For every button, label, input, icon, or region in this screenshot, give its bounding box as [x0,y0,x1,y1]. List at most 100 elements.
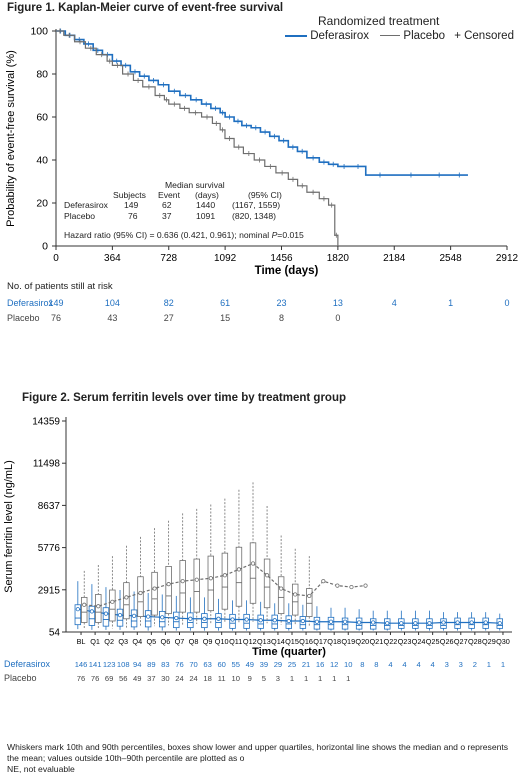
mean-marker-placebo [293,592,298,597]
f2-at-risk-deferasirox-value: 39 [259,660,269,669]
mean-marker-deferasirox [483,620,488,625]
f2-at-risk-deferasirox-value: 16 [315,660,325,669]
mean-marker-deferasirox [258,618,263,623]
km-y-tick-label: 100 [30,26,48,38]
f2-at-risk-placebo-value: 24 [175,674,184,683]
mean-marker-placebo [166,582,171,587]
f2-at-risk-placebo-value: 69 [104,674,114,683]
f2-at-risk-deferasirox-value: 83 [161,660,170,669]
f2-at-risk-deferasirox-value: 12 [329,660,339,669]
km-censor-mark-deferasirox [213,105,218,111]
mean-marker-placebo [138,590,143,596]
km-censor-mark-deferasirox [355,163,361,169]
km-censor-mark-placebo [88,45,94,51]
km-censor-mark-placebo [107,58,112,64]
stats-events-deferasirox: 62 [162,200,172,210]
km-censor-mark-placebo [164,97,169,103]
mean-marker-deferasirox [117,612,123,618]
event-header: Event [158,190,180,200]
km-censor-mark-placebo [77,39,83,45]
km-censor-mark-deferasirox [253,125,258,131]
f2-at-risk-placebo-value: 10 [231,674,240,683]
at-risk-deferasirox-value: 0 [504,298,510,308]
box-deferasirox [144,610,152,628]
km-x-tick-label: 1820 [327,253,350,264]
mean-marker-deferasirox [286,618,291,624]
mean-marker-deferasirox [455,620,460,625]
f2-at-risk-deferasirox-value: 4 [402,660,407,669]
f2-at-risk-placebo-value: 11 [217,674,226,683]
ferritin-y-tick-label: 2915 [38,585,61,596]
subjects-header: Subjects [113,190,146,200]
f2-at-risk-deferasirox-value: 4 [388,660,393,669]
ferritin-x-tick-label: Q4 [132,637,142,646]
km-censor-mark-deferasirox [114,58,119,64]
mean-marker-placebo [321,579,326,584]
box-placebo [249,542,257,604]
km-censor-mark-deferasirox [151,77,156,83]
km-x-tick-label: 2184 [383,253,406,264]
stats-events-placebo: 37 [162,211,172,221]
km-censor-mark-deferasirox [290,144,296,150]
mean-marker-deferasirox [441,620,446,625]
box-placebo [151,571,158,616]
ferritin-x-tick-label: Q28 [468,637,482,646]
km-censor-mark-placebo [334,232,339,238]
box-placebo [123,582,130,620]
km-censor-mark-placebo [236,144,241,150]
km-y-tick-label: 80 [36,69,48,81]
figure2-title: Figure 2. Serum ferritin levels over tim… [22,392,347,404]
box-placebo [291,583,299,616]
ferritin-x-tick-label: Q5 [146,637,156,646]
ferritin-x-axis-label: Time (quarter) [252,646,326,658]
km-censor-mark-deferasirox [321,159,327,165]
mean-marker-deferasirox [75,607,80,612]
mean-marker-deferasirox [469,620,474,625]
mean-marker-deferasirox [244,617,249,622]
f2-at-risk-placebo-value: 1 [289,674,295,683]
hazard-suffix: =0.015 [277,230,304,240]
mean-marker-deferasirox [89,609,94,614]
f2-at-risk-deferasirox-value: 108 [116,660,130,669]
f2-at-risk-placebo-value: 37 [147,674,156,683]
ferritin-x-tick-label: Q26 [440,637,454,646]
mean-marker-placebo [96,604,101,609]
box-placebo [221,552,229,610]
box-placebo [193,558,200,613]
f2-at-risk-placebo-value: 1 [303,674,309,683]
median-header-bottom: (days) [195,190,219,200]
box-placebo [95,594,102,623]
km-x-tick-label: 1092 [214,253,237,264]
mean-marker-deferasirox [314,619,320,624]
km-x-axis-label: Time (days) [255,265,319,277]
ferritin-y-tick-label: 14359 [32,417,60,428]
box-placebo [263,558,271,609]
f2-at-risk-placebo-value: 5 [261,674,266,683]
ferritin-y-tick-label: 11498 [33,459,61,470]
ferritin-x-tick-label: Q22 [384,637,398,646]
mean-marker-deferasirox [103,611,109,616]
mean-marker-deferasirox [371,620,376,625]
mean-marker-deferasirox [385,621,390,626]
stats-group-deferasirox: Deferasirox [64,200,108,210]
mean-marker-deferasirox [188,616,193,621]
ferritin-x-tick-label: Q20 [355,637,369,646]
ferritin-x-tick-label: Q9 [203,637,213,646]
mean-marker-deferasirox [174,615,179,621]
f2-at-risk-placebo-value: 76 [90,674,100,683]
at-risk-deferasirox-value: 1 [448,298,454,308]
km-line-placebo [56,30,339,246]
f2-at-risk-deferasirox-value: 60 [217,660,226,669]
f2-at-risk-deferasirox-value: 3 [458,660,463,669]
at-risk-placebo-value: 15 [220,313,231,323]
km-censor-mark-deferasirox [227,114,232,120]
f2-at-risk-deferasirox-value: 76 [175,660,184,669]
hazard-p: P [271,230,278,240]
f2-at-risk-placebo-label: Placebo [4,673,37,683]
km-censor-mark-placebo [329,202,334,208]
hazard-ratio-text: Hazard ratio (95% CI) = 0.636 (0.421, 0.… [64,230,304,241]
km-censor-mark-deferasirox [436,172,442,178]
f2-at-risk-placebo-value: 3 [275,674,281,683]
mean-marker-placebo [152,586,157,591]
ferritin-x-tick-label: Q15 [285,637,299,646]
